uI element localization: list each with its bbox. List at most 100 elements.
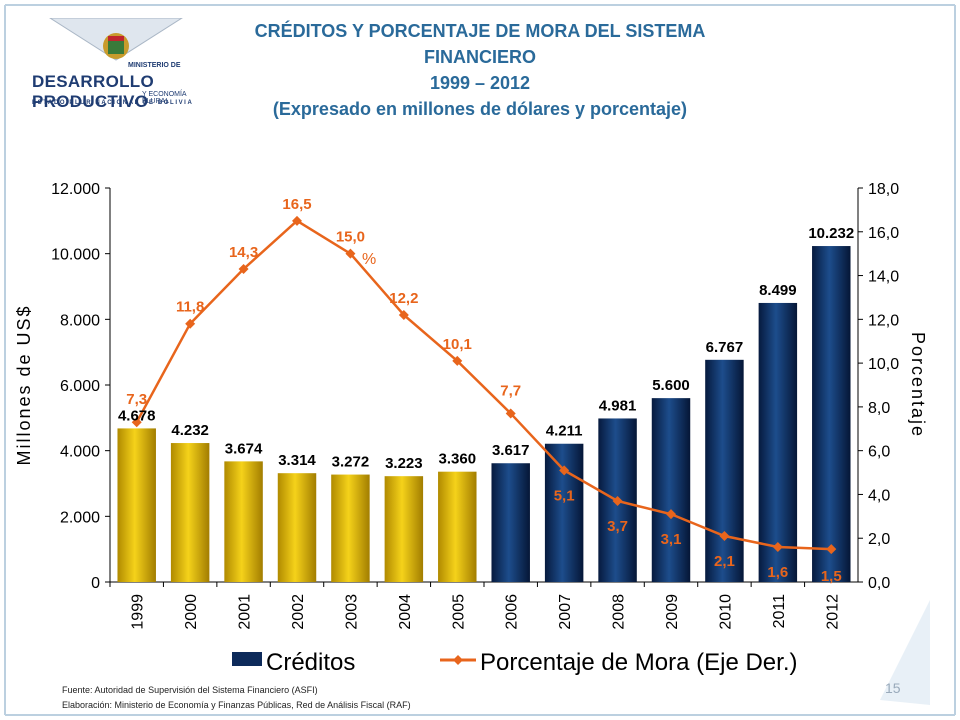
delinquency-label: 1,6 [767,564,788,581]
credit-bar-label: 4.211 [546,423,583,440]
delinquency-point [666,509,676,520]
credit-bar [491,463,530,582]
y-axis-title: Millones de US$ [14,304,34,465]
credit-bar-label: 10.232 [808,225,854,242]
x-tick-label: 2001 [237,594,254,630]
delinquency-line [135,219,832,551]
footer-source: Fuente: Autoridad de Supervisión del Sis… [62,685,318,695]
title-line3: (Expresado en millones de dólares y porc… [272,99,688,119]
credit-bar [438,471,477,582]
y2-tick-label: 10,0 [868,356,899,373]
delinquency-point [452,355,463,366]
x-tick-label: 2011 [771,594,788,629]
legend-bar-swatch [232,652,262,666]
credit-bar-label: 5.600 [652,377,690,394]
delinquency-point [505,408,516,419]
y2-tick-label: 6,0 [868,444,890,461]
credit-bar [705,359,744,582]
delinquency-label: 11,8 [176,299,204,316]
y2-tick-label: 4,0 [868,487,890,504]
x-tick-label: 2003 [343,594,360,630]
credit-bar [224,461,263,582]
logo-line2: DESARROLLO PRODUCTIVO [32,72,154,111]
delinquency-label: 14,3 [229,244,258,261]
credit-bar-label: 8.499 [759,282,797,299]
logo-line3: Y ECONOMÍA PLURAL [142,91,187,105]
y2-tick-label: 14,0 [868,269,899,286]
x-tick-label: 2010 [717,594,734,630]
delinquency-point [612,496,623,507]
credit-bar-label: 4.678 [118,407,156,424]
logo-line1: MINISTERIO DE [128,62,181,69]
x-tick-label: 2000 [183,594,200,630]
y2-tick-label: 12,0 [868,312,899,329]
delinquency-label: 7,3 [126,391,147,408]
delinquency-label: 3,1 [661,531,682,548]
x-tick-label: 2012 [824,594,841,630]
y2-axis-title: Porcentaje [908,332,928,438]
percent-annotation: % [362,251,376,268]
y-tick-label: 6.000 [60,378,100,395]
title-line2: 1999 – 2012 [429,73,531,93]
credit-bar-label: 3.360 [439,451,477,468]
delinquency-label: 12,2 [389,290,418,307]
y2-tick-label: 2,0 [868,531,890,548]
credit-bar-label: 3.674 [225,440,263,457]
logo-line4: ESTADO PLURINACIONAL DE BOLIVIA [32,100,194,106]
y-tick-label: 4.000 [60,444,100,461]
credit-bar [651,398,691,582]
credit-bar [331,474,370,582]
y2-tick-label: 18,0 [868,181,899,198]
delinquency-point [238,263,249,274]
page-number: 15 [885,680,901,696]
x-tick-label: 2002 [290,594,307,630]
credit-bar-label: 3.223 [385,455,423,472]
credit-bar [170,443,210,582]
legend-line-marker [453,655,463,665]
y-tick-label: 12.000 [51,181,100,198]
y2-tick-label: 8,0 [868,400,890,417]
delinquency-label: 5,1 [554,487,575,504]
delinquency-point [772,541,783,552]
credit-bar-label: 3.617 [492,442,530,459]
page-title: CRÉDITOS Y PORCENTAJE DE MORA DEL SISTEM… [200,18,760,122]
x-tick-label: 2006 [504,594,521,630]
x-tick-label: 2004 [397,594,414,630]
legend-line-label: Porcentaje de Mora (Eje Der.) [480,649,797,676]
y-tick-label: 2.000 [60,509,100,526]
delinquency-point [559,465,570,476]
delinquency-label: 1,5 [821,568,842,585]
credit-bar [812,246,851,583]
credit-bar [544,443,584,582]
credit-bar-label: 4.981 [599,397,637,414]
delinquency-label: 16,5 [282,196,311,213]
y-tick-label: 0 [91,575,100,592]
credit-bar [758,302,798,582]
delinquency-label: 15,0 [336,229,365,246]
x-tick-label: 2005 [450,594,467,630]
x-tick-label: 1999 [130,594,147,630]
y-tick-label: 8.000 [60,312,100,329]
delinquency-point [719,531,730,542]
logo-emblem-icon [49,18,183,61]
legend-bar-label: Créditos [266,649,355,676]
x-tick-label: 2007 [557,594,574,630]
delinquency-point [131,417,142,428]
delinquency-label: 7,7 [500,382,521,399]
credit-bar-label: 3.314 [278,452,316,469]
delinquency-point [292,215,302,226]
x-tick-label: 2009 [664,594,681,630]
delinquency-label: 10,1 [443,336,472,353]
x-tick-label: 2008 [611,594,628,630]
footer-elaboration: Elaboración: Ministerio de Economía y Fi… [62,700,411,710]
y2-tick-label: 16,0 [868,225,899,242]
delinquency-point [826,544,837,555]
delinquency-label: 2,1 [714,553,735,570]
y2-tick-label: 0,0 [868,575,890,592]
delinquency-point [185,318,196,329]
ministry-logo: MINISTERIO DE DESARROLLO PRODUCTIVO Y EC… [30,18,202,112]
delinquency-point [345,248,356,259]
y-tick-label: 10.000 [51,247,100,264]
